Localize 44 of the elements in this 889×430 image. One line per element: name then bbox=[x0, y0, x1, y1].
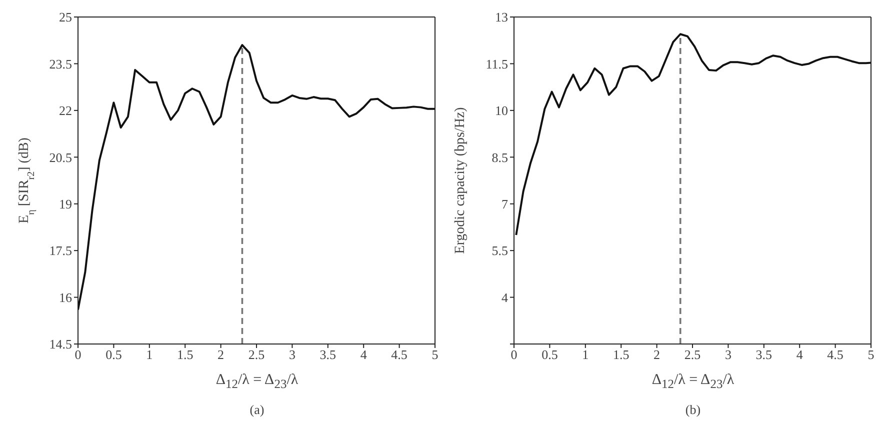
x-tick-label: 3 bbox=[288, 347, 296, 362]
y-tick-label: 5.5 bbox=[492, 243, 508, 258]
x-tick-label: 2.5 bbox=[248, 347, 265, 362]
text: (a) bbox=[248, 402, 266, 418]
x-tick-label: 5 bbox=[432, 347, 438, 362]
y-tick-label: 8.5 bbox=[492, 150, 508, 165]
x-tick-label: 2 bbox=[654, 347, 660, 362]
y-tick-label: 7 bbox=[502, 196, 508, 212]
x-tick-label: 4.5 bbox=[391, 347, 408, 362]
x-axis-title: Δ$_{12}$/λ = Δ$_{23}$/λ bbox=[650, 372, 736, 392]
x-tick-label: 5 bbox=[868, 347, 874, 362]
line-series bbox=[515, 33, 871, 236]
x-tick-label: 2.5 bbox=[684, 347, 701, 362]
y-tick-label: 10 bbox=[495, 103, 508, 118]
x-tick-label: 3 bbox=[724, 347, 732, 362]
y-tick-label: 11.5 bbox=[486, 56, 508, 72]
y-tick-label: 13 bbox=[495, 10, 508, 25]
x-tick-label: 1 bbox=[146, 347, 153, 362]
y-tick-label: 4 bbox=[502, 290, 508, 305]
y-tick-label: 25 bbox=[59, 10, 72, 25]
x-tick-label: 0 bbox=[510, 347, 518, 362]
y-tick-label: 16 bbox=[59, 290, 72, 305]
y-axis-title: Ergodic capacity (bps/Hz) bbox=[453, 106, 468, 254]
x-tick-label: 4 bbox=[796, 347, 804, 362]
x-tick-label: 0.5 bbox=[106, 347, 122, 362]
text: (b) bbox=[684, 402, 702, 418]
y-tick-label: 14.5 bbox=[49, 336, 72, 352]
x-axis-title: Δ$_{12}$/λ = Δ$_{23}$/λ bbox=[214, 372, 300, 392]
x-tick-label: 1 bbox=[582, 347, 589, 362]
x-tick-label: 4.5 bbox=[827, 347, 844, 362]
x-tick-label: 1.5 bbox=[612, 347, 630, 362]
x-tick-label: 0 bbox=[74, 347, 82, 362]
line-series bbox=[78, 44, 435, 311]
x-tick-label: 1.5 bbox=[176, 347, 194, 362]
y-tick-label: 19 bbox=[59, 196, 72, 212]
y-tick-label: 23.5 bbox=[49, 56, 72, 72]
y-tick-label: 17.5 bbox=[49, 243, 72, 258]
x-tick-label: 2 bbox=[218, 347, 224, 362]
x-tick-label: 3.5 bbox=[756, 347, 772, 362]
x-tick-label: 0.5 bbox=[542, 347, 558, 362]
y-tick-label: 20.5 bbox=[49, 150, 72, 165]
x-tick-label: 3.5 bbox=[320, 347, 336, 362]
y-tick-label: 22 bbox=[59, 103, 72, 118]
x-tick-label: 4 bbox=[360, 347, 368, 362]
